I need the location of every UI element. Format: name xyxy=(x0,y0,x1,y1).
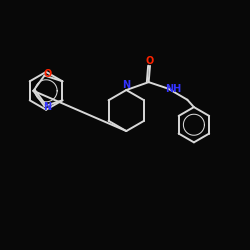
Text: O: O xyxy=(44,69,52,79)
Text: N: N xyxy=(44,102,52,113)
Text: NH: NH xyxy=(165,84,181,94)
Text: N: N xyxy=(122,80,130,90)
Text: O: O xyxy=(146,56,154,66)
